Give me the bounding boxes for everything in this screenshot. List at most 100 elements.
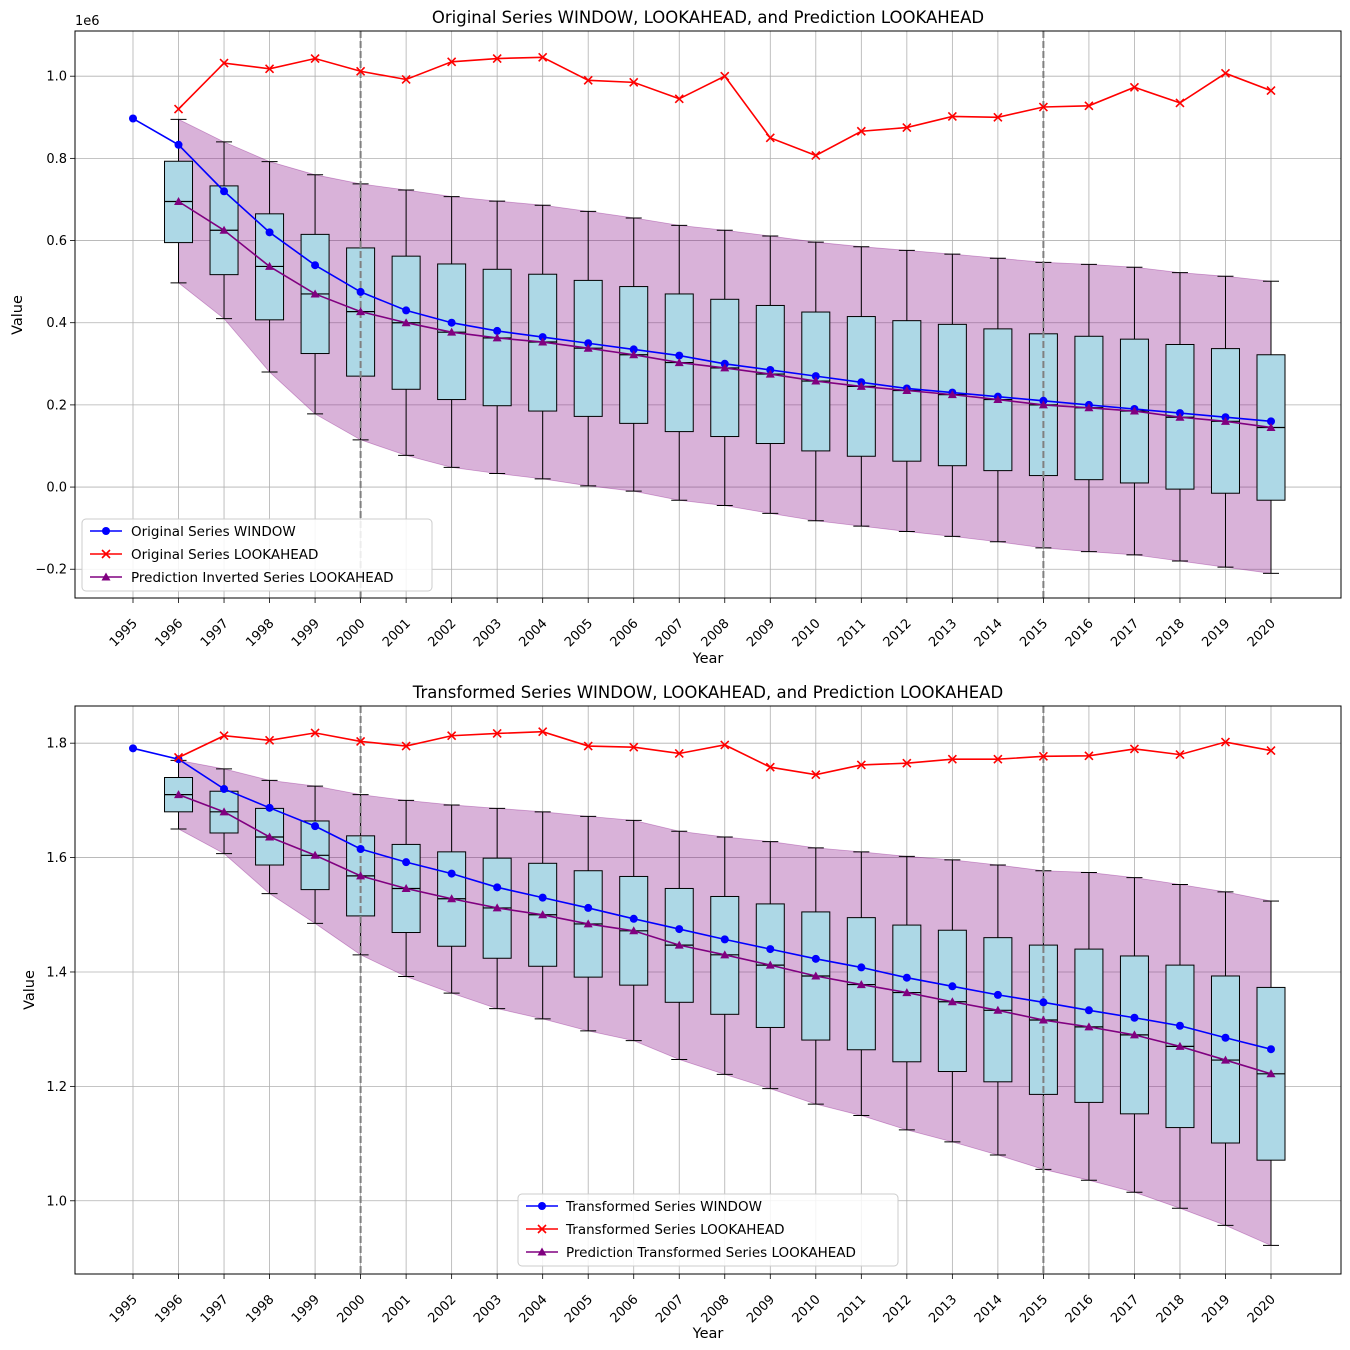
data-point [538,333,547,342]
data-point [1039,998,1048,1007]
data-point [219,807,229,816]
data-point [583,343,593,352]
series-line-circle [132,747,1272,1050]
x-tick-label: 1998 [243,1292,277,1326]
offset-label: 1e6 [75,14,100,29]
data-point [947,754,957,764]
data-point [1038,400,1048,409]
data-point [675,925,684,934]
data-point [356,871,366,880]
data-point [264,735,275,745]
x-tick-label: 2008 [699,616,733,650]
data-point [220,187,229,196]
x-tick-label: 1999 [289,616,323,650]
axes-frame [74,705,1342,1275]
data-point [902,988,912,997]
x-tick-label: 2009 [744,1292,778,1326]
x-tick-label: 2003 [471,1292,505,1326]
x-tick-label: 2019 [1199,616,1233,650]
data-point [538,893,547,902]
chart-title: Transformed Series WINDOW, LOOKAHEAD, an… [412,683,1003,702]
x-tick-label: 2013 [926,616,960,650]
data-point [720,363,730,372]
data-point [947,997,957,1006]
data-point [720,950,730,959]
data-point [265,228,274,237]
y-tick-label: −0.2 [35,563,67,578]
data-point [174,790,184,799]
data-point [538,727,548,737]
data-point [538,910,548,919]
x-tick-label: 1995 [107,616,141,650]
data-point [1266,86,1276,96]
data-point [310,289,320,298]
data-point [447,894,457,903]
data-point [129,744,137,753]
data-point [902,386,912,395]
data-point [1129,1030,1139,1039]
data-point [993,395,1003,404]
legend-label-window: Transformed Series WINDOW [565,1199,762,1215]
y-tick-label: 1.0 [46,1194,67,1209]
data-point [356,736,366,747]
data-point [310,53,320,64]
data-point [674,94,684,104]
data-point [1175,750,1185,760]
data-point [765,369,775,378]
data-point [902,758,912,768]
data-point [402,858,411,867]
data-point [401,74,411,85]
data-point [1038,1015,1048,1024]
data-point [856,980,866,989]
data-point [1129,744,1140,754]
data-point [765,762,775,772]
data-point [1267,1045,1275,1054]
x-tick-label: 2002 [425,616,459,650]
data-point [264,64,275,74]
legend-marker-lookahead [537,1224,547,1234]
data-point [174,197,184,206]
x-tick-label: 2008 [699,1292,733,1326]
data-point [766,945,775,954]
data-point [674,940,684,949]
data-point [811,376,821,385]
data-point [492,728,502,739]
data-point [1267,417,1275,426]
x-tick-label: 1999 [289,1292,323,1326]
data-point [629,77,639,87]
data-point [674,748,684,759]
y-tick-label: 0.4 [46,316,67,331]
y-tick-label: 1.8 [46,737,67,752]
x-tick-label: 2020 [1245,616,1279,650]
legend-marker-window [538,1202,546,1210]
data-point [811,954,820,963]
y-tick-label: 0.8 [46,152,67,167]
data-point [947,111,957,122]
data-point [1175,98,1185,108]
data-point [356,287,365,296]
chart-transformed: Transformed Series WINDOW, LOOKAHEAD, an… [22,683,1342,1342]
data-point [948,982,957,991]
x-tick-label: 2016 [1063,1292,1097,1326]
data-point [492,53,502,64]
data-point [1084,1022,1094,1031]
data-point [310,850,320,859]
x-tick-label: 2011 [835,616,869,650]
y-axis-label: Value [22,970,38,1010]
data-point [1084,101,1094,111]
plot-area-transformed: 1995 1996 1997 1998 1999 2000 2001 2002 2003 2004… [46,705,1342,1326]
data-point [1266,746,1276,756]
y-tick-label: 1.0 [46,70,67,85]
data-point [1130,1013,1139,1022]
data-point [811,150,821,161]
data-point [1266,1069,1276,1078]
y-tick-label: 0.6 [46,234,67,249]
data-point [173,104,184,114]
data-point [1175,412,1185,421]
data-point [629,914,638,923]
x-tick-label: 2009 [744,616,778,650]
data-point [902,122,912,133]
data-point [629,926,639,935]
x-tick-label: 2005 [562,616,596,650]
